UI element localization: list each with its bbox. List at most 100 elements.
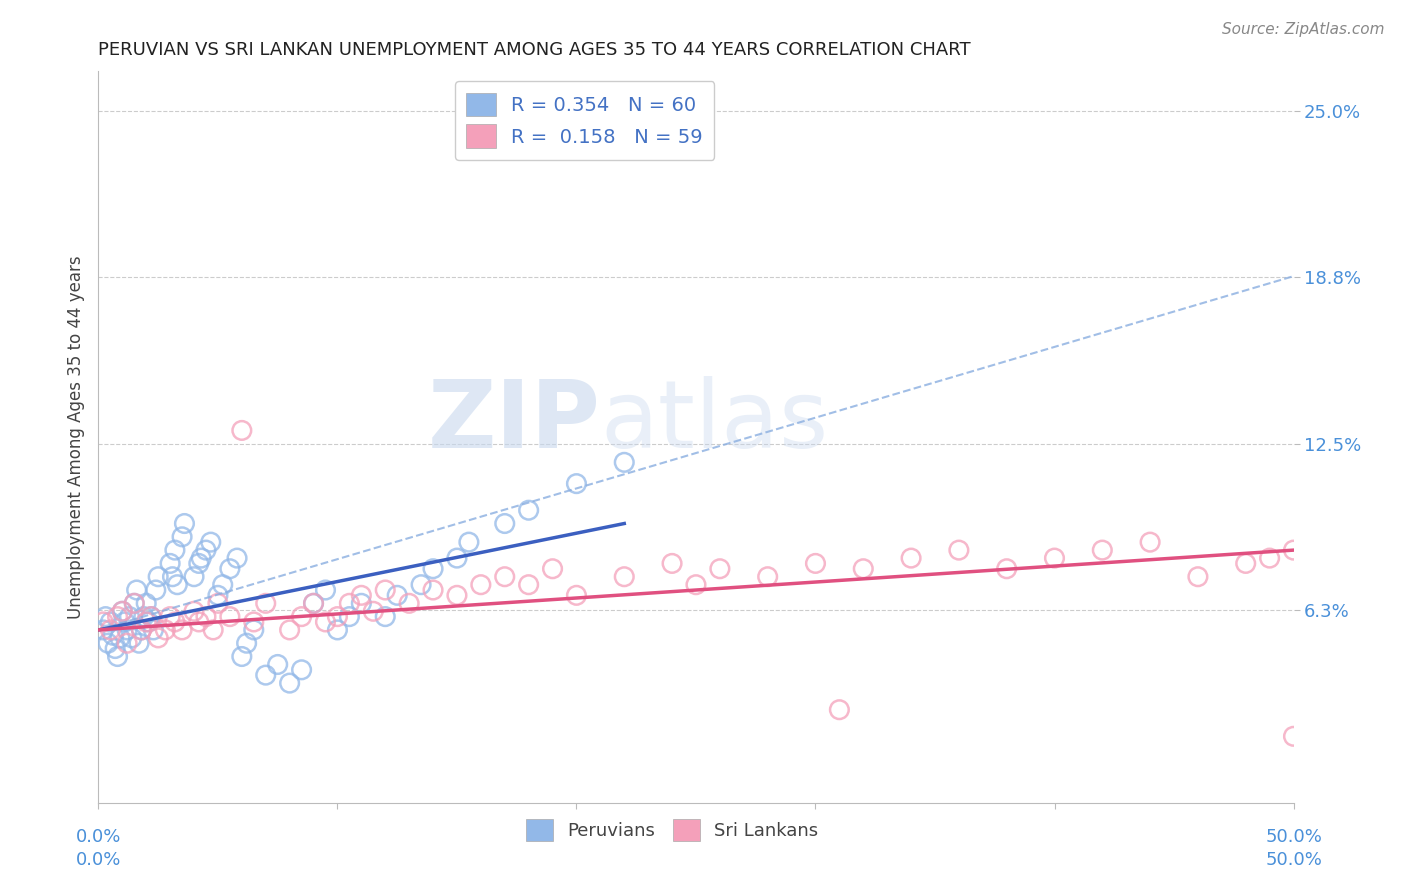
Point	[995, 562, 1018, 576]
Point	[517, 577, 540, 591]
Point	[828, 703, 851, 717]
Point	[948, 543, 970, 558]
Point	[565, 588, 588, 602]
Point	[138, 615, 160, 629]
Point	[254, 596, 277, 610]
Point	[183, 570, 205, 584]
Point	[267, 657, 290, 672]
Point	[104, 641, 127, 656]
Y-axis label: Unemployment Among Ages 35 to 44 years: Unemployment Among Ages 35 to 44 years	[66, 255, 84, 619]
Point	[315, 615, 337, 629]
Point	[107, 609, 129, 624]
Point	[142, 623, 165, 637]
Point	[128, 636, 150, 650]
Point	[374, 609, 396, 624]
Point	[541, 562, 564, 576]
Point	[231, 424, 253, 438]
Point	[458, 535, 481, 549]
Point	[139, 609, 162, 624]
Point	[163, 543, 186, 558]
Point	[148, 570, 170, 584]
Point	[243, 615, 266, 629]
Point	[291, 609, 314, 624]
Point	[278, 623, 301, 637]
Point	[108, 631, 131, 645]
Point	[1258, 551, 1281, 566]
Point	[1043, 551, 1066, 566]
Point	[339, 596, 361, 610]
Point	[398, 596, 420, 610]
Point	[756, 570, 779, 584]
Point	[124, 596, 146, 610]
Point	[565, 476, 588, 491]
Text: Source: ZipAtlas.com: Source: ZipAtlas.com	[1222, 22, 1385, 37]
Point	[709, 562, 731, 576]
Point	[470, 577, 492, 591]
Point	[411, 577, 433, 591]
Text: ZIP: ZIP	[427, 376, 600, 468]
Point	[374, 582, 396, 597]
Point	[125, 582, 148, 597]
Point	[155, 623, 177, 637]
Point	[422, 582, 444, 597]
Point	[98, 615, 122, 629]
Point	[159, 609, 181, 624]
Point	[900, 551, 922, 566]
Point	[195, 543, 218, 558]
Point	[1282, 729, 1305, 743]
Point	[278, 676, 301, 690]
Point	[121, 631, 143, 645]
Point	[613, 570, 636, 584]
Point	[115, 636, 138, 650]
Point	[494, 516, 516, 531]
Point	[226, 551, 249, 566]
Point	[139, 609, 162, 624]
Text: 50.0%: 50.0%	[1265, 828, 1322, 846]
Point	[132, 609, 155, 624]
Point	[326, 609, 349, 624]
Point	[172, 530, 194, 544]
Point	[852, 562, 875, 576]
Point	[200, 535, 222, 549]
Point	[1091, 543, 1114, 558]
Point	[115, 623, 138, 637]
Text: atlas: atlas	[600, 376, 828, 468]
Point	[446, 588, 468, 602]
Point	[446, 551, 468, 566]
Point	[148, 631, 170, 645]
Point	[111, 604, 134, 618]
Point	[135, 596, 157, 610]
Point	[685, 577, 707, 591]
Point	[385, 588, 409, 602]
Point	[118, 609, 141, 624]
Point	[350, 596, 373, 610]
Point	[326, 623, 349, 637]
Point	[145, 582, 167, 597]
Text: 50.0%: 50.0%	[1265, 851, 1322, 869]
Point	[422, 562, 444, 576]
Point	[211, 577, 233, 591]
Point	[231, 649, 253, 664]
Point	[315, 582, 337, 597]
Point	[187, 615, 209, 629]
Point	[163, 615, 186, 629]
Point	[166, 577, 188, 591]
Point	[613, 455, 636, 469]
Point	[135, 615, 157, 629]
Point	[661, 557, 683, 571]
Point	[291, 663, 314, 677]
Point	[350, 588, 373, 602]
Point	[172, 623, 194, 637]
Point	[91, 623, 114, 637]
Point	[1234, 557, 1257, 571]
Point	[195, 609, 218, 624]
Point	[254, 668, 277, 682]
Point	[107, 649, 129, 664]
Point	[339, 609, 361, 624]
Point	[173, 516, 195, 531]
Point	[114, 615, 136, 629]
Point	[159, 557, 181, 571]
Point	[98, 623, 122, 637]
Point	[363, 604, 385, 618]
Point	[302, 596, 325, 610]
